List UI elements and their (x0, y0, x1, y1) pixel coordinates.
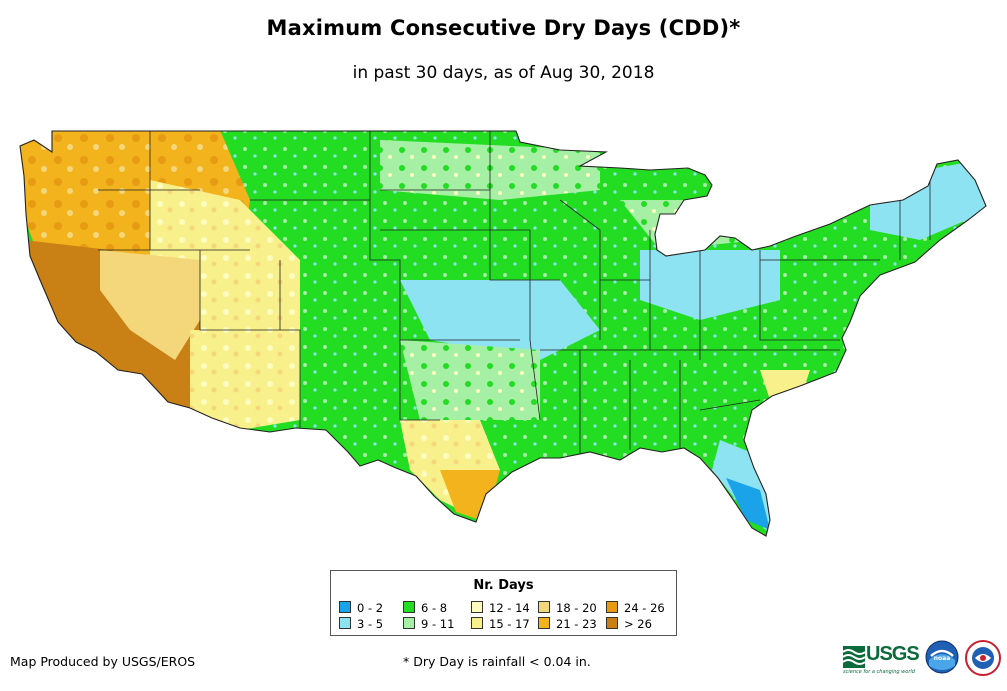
legend-swatch (339, 601, 351, 613)
legend: Nr. Days 0 - 2 3 - 5 6 - 8 9 - 11 12 - 1… (330, 570, 677, 636)
agency-logos: USGS science for a changing world noaa (843, 638, 1003, 678)
legend-item: 18 - 20 (538, 601, 597, 615)
legend-swatch (471, 617, 483, 629)
legend-item: > 26 (606, 617, 652, 631)
legend-swatch (538, 617, 550, 629)
noaa-wordmark: noaa (934, 655, 951, 662)
usgs-wave-icon (843, 646, 865, 668)
region-southeast (560, 340, 820, 450)
legend-item: 12 - 14 (471, 601, 530, 615)
legend-swatch (403, 601, 415, 613)
noaa-logo-icon: noaa (925, 640, 959, 674)
legend-item: 15 - 17 (471, 617, 530, 631)
legend-item: 9 - 11 (403, 617, 454, 631)
legend-label: 24 - 26 (624, 601, 665, 615)
dry-day-footnote: * Dry Day is rainfall < 0.04 in. (403, 654, 591, 669)
legend-label: 15 - 17 (489, 617, 530, 631)
legend-swatch (339, 617, 351, 629)
map-subtitle: in past 30 days, as of Aug 30, 2018 (352, 63, 655, 83)
legend-label: 9 - 11 (421, 617, 455, 631)
legend-swatch (538, 601, 550, 613)
nws-logo-icon (965, 640, 1001, 676)
region-ohio-blue (640, 250, 780, 320)
state-boundaries (98, 131, 931, 460)
legend-label: 21 - 23 (556, 617, 597, 631)
legend-label: 18 - 20 (556, 601, 597, 615)
legend-item: 24 - 26 (606, 601, 665, 615)
legend-title: Nr. Days (473, 578, 534, 593)
legend-item: 6 - 8 (403, 601, 447, 615)
legend-swatch (403, 617, 415, 629)
usgs-wordmark: USGS (866, 643, 920, 665)
region-s-plains (400, 340, 540, 420)
legend-item: 0 - 2 (339, 601, 383, 615)
legend-swatch (606, 617, 618, 629)
region-southwest (190, 330, 300, 430)
legend-item: 21 - 23 (538, 617, 597, 631)
map-credit: Map Produced by USGS/EROS (10, 654, 196, 669)
region-florida-wet (726, 478, 770, 530)
legend-item: 3 - 5 (339, 617, 383, 631)
legend-label: 3 - 5 (357, 617, 384, 631)
legend-label: 6 - 8 (421, 601, 448, 615)
legend-swatch (606, 601, 618, 613)
legend-label: 12 - 14 (489, 601, 530, 615)
legend-swatch (471, 601, 483, 613)
usgs-logo: USGS science for a changing world (843, 642, 920, 675)
map-title: Maximum Consecutive Dry Days (CDD)* (266, 16, 741, 40)
region-nevada (100, 250, 200, 360)
usgs-tagline: science for a changing world (843, 669, 915, 675)
legend-label: 0 - 2 (357, 601, 384, 615)
legend-label: > 26 (624, 617, 652, 631)
